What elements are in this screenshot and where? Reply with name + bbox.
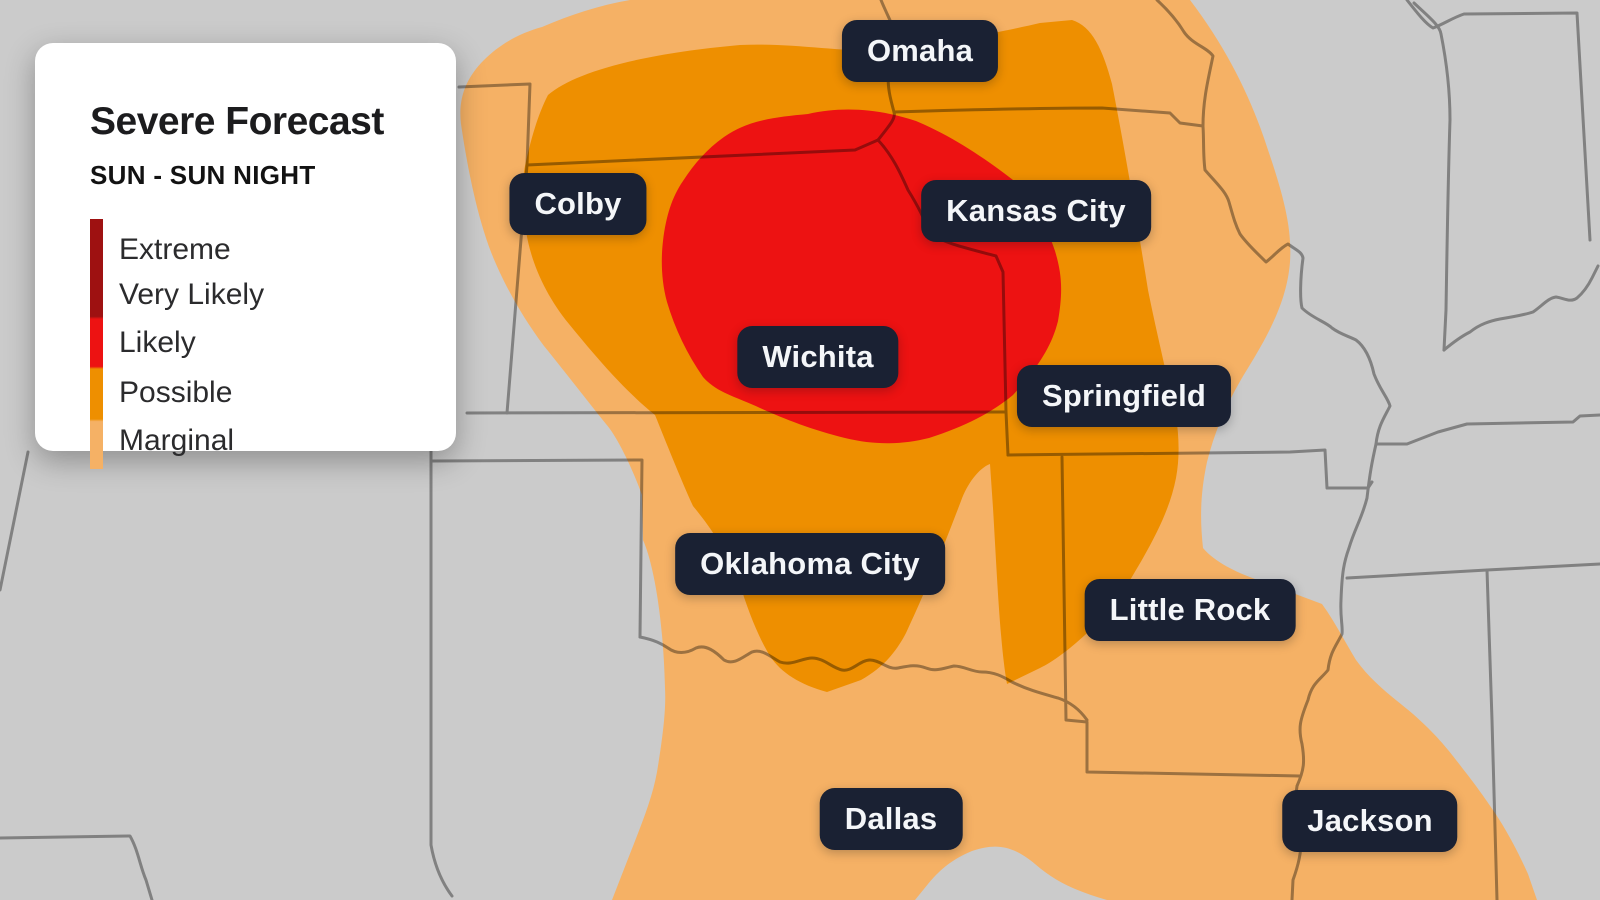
legend-subtitle: SUN - SUN NIGHT xyxy=(90,160,316,190)
city-label-dallas: Dallas xyxy=(819,788,963,850)
legend-label-very-likely: Very Likely xyxy=(119,278,265,311)
city-label-little-rock: Little Rock xyxy=(1084,579,1296,641)
legend-title: Severe Forecast xyxy=(90,100,384,143)
city-label-omaha: Omaha xyxy=(841,20,999,82)
legend-color-bar xyxy=(90,219,103,469)
city-label-colby: Colby xyxy=(509,173,647,235)
legend-label-extreme: Extreme xyxy=(119,233,231,266)
city-label-springfield: Springfield xyxy=(1016,365,1232,427)
legend-card: Severe Forecast SUN - SUN NIGHT Extreme … xyxy=(35,43,456,469)
city-label-wichita: Wichita xyxy=(737,326,899,388)
legend-label-possible: Possible xyxy=(119,376,233,409)
legend-label-marginal: Marginal xyxy=(119,424,235,457)
city-label-kansas-city: Kansas City xyxy=(921,180,1151,242)
city-label-jackson: Jackson xyxy=(1282,790,1458,852)
city-label-oklahoma-city: Oklahoma City xyxy=(675,533,945,595)
legend-label-likely: Likely xyxy=(119,326,196,359)
